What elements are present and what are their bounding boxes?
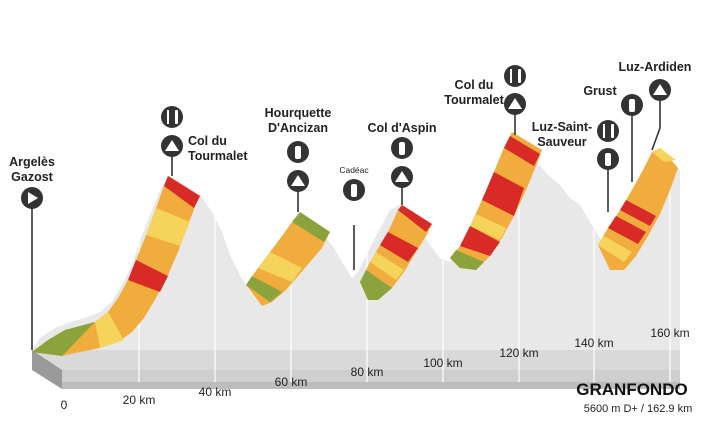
km-tick: 160 km	[650, 326, 689, 340]
km-tick: 140 km	[574, 336, 613, 350]
profile-subtitle: 5600 m D+ / 162.9 km	[584, 403, 693, 415]
fork-knife-icon	[597, 120, 619, 142]
start-label-line2: Gazost	[11, 170, 54, 184]
mountain-icon	[649, 79, 671, 101]
climb-hourquette	[246, 212, 330, 306]
place-aspin: Col d'Aspin	[368, 121, 437, 135]
km-tick: 100 km	[423, 356, 462, 370]
fork-knife-icon	[161, 106, 183, 128]
mountain-icon	[391, 166, 413, 188]
mountain-icon	[504, 93, 526, 115]
profile-base	[32, 350, 680, 389]
place-luzstsauveur-line1: Luz-Saint-	[532, 120, 592, 134]
place-cadeac: Cadéac	[339, 165, 369, 175]
climb-tourmalet-2	[450, 132, 542, 270]
water-bottle-icon	[287, 141, 309, 163]
water-bottle-icon	[391, 137, 413, 159]
place-tourmalet1-line2: Tourmalet	[188, 149, 248, 163]
place-hourquette-line1: Hourquette	[265, 106, 332, 120]
place-hourquette-line2: D'Ancizan	[268, 121, 328, 135]
climb-tourmalet-1	[32, 176, 200, 356]
km-tick: 60 km	[275, 375, 308, 389]
place-grust: Grust	[583, 84, 617, 98]
start-label-line1: Argelès	[9, 155, 55, 169]
km-axis: 0 20 km 40 km 60 km 80 km 100 km 120 km …	[61, 326, 690, 412]
water-bottle-icon	[597, 148, 619, 170]
place-luz-ardiden: Luz-Ardiden	[619, 60, 692, 74]
fork-knife-icon	[504, 65, 526, 87]
place-luzstsauveur-line2: Sauveur	[537, 135, 586, 149]
km-tick: 40 km	[199, 385, 232, 399]
play-icon	[21, 187, 43, 209]
place-tourmalet2-line2: Tourmalet	[444, 93, 504, 107]
profile-title: GRANFONDO	[576, 380, 687, 399]
mountain-icon	[287, 170, 309, 192]
mountain-icon	[161, 135, 183, 157]
climb-luz-ardiden	[598, 148, 678, 270]
place-tourmalet1-line1: Col du	[188, 134, 227, 148]
water-bottle-icon	[343, 179, 365, 201]
km-tick: 20 km	[123, 393, 156, 407]
climb-aspin	[360, 205, 432, 300]
km-tick: 80 km	[351, 365, 384, 379]
water-bottle-icon	[621, 94, 643, 116]
km-tick: 120 km	[499, 346, 538, 360]
km-tick: 0	[61, 398, 68, 412]
place-tourmalet2-line1: Col du	[455, 78, 494, 92]
